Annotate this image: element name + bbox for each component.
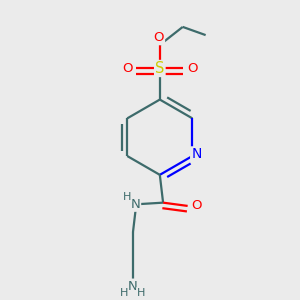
Text: H: H [120,288,128,298]
Text: H: H [137,288,146,298]
Text: O: O [191,200,202,212]
Text: O: O [154,31,164,44]
Text: H: H [123,192,131,202]
Text: N: N [130,198,140,211]
Text: O: O [187,62,197,75]
Text: N: N [191,147,202,161]
Text: O: O [122,62,133,75]
Text: S: S [155,61,164,76]
Text: N: N [128,280,138,292]
